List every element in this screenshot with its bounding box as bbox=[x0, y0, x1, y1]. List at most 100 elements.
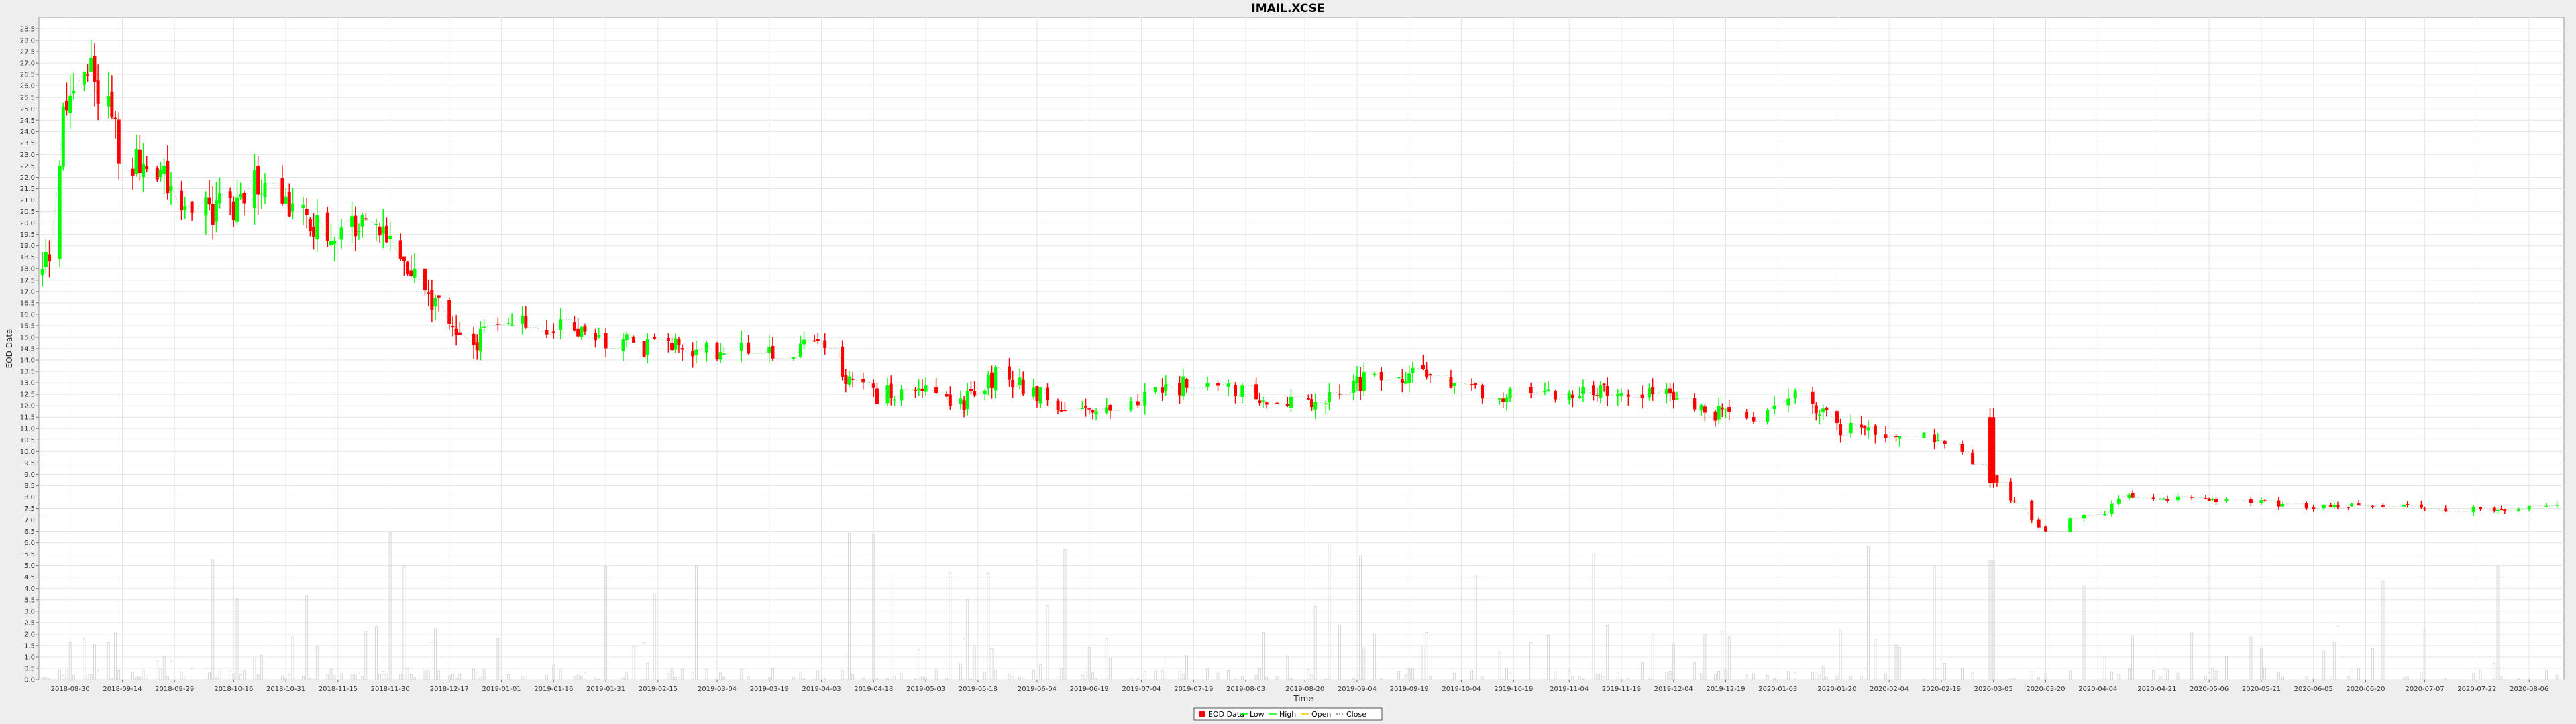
y-tick-label: 13.0 bbox=[20, 380, 35, 387]
candle bbox=[1849, 414, 1853, 438]
x-tick-label: 2019-04-18 bbox=[854, 686, 893, 693]
candle-body bbox=[718, 352, 722, 360]
candle-body bbox=[892, 399, 896, 401]
volume-bar bbox=[1898, 647, 1901, 680]
candle-body bbox=[1699, 404, 1703, 411]
candle-body bbox=[1091, 410, 1095, 413]
candle bbox=[1327, 383, 1331, 410]
volume-bar bbox=[41, 677, 44, 680]
candle bbox=[2555, 501, 2559, 509]
volume-bar bbox=[1554, 671, 1557, 680]
candle-body bbox=[475, 342, 479, 351]
candle-body bbox=[93, 55, 97, 82]
volume-bar bbox=[949, 572, 952, 680]
x-tick-label: 2020-03-20 bbox=[2026, 686, 2065, 693]
candle-body bbox=[1752, 417, 1756, 422]
candle-body bbox=[2544, 505, 2548, 507]
candle bbox=[1546, 381, 1550, 392]
legend-label: Open bbox=[1311, 710, 1331, 719]
candle bbox=[1884, 426, 1888, 443]
volume-bar bbox=[211, 559, 215, 680]
x-tick-label: 2019-07-04 bbox=[1122, 686, 1161, 693]
candle bbox=[1960, 440, 1964, 455]
candle-body bbox=[1289, 396, 1293, 408]
volume-bar bbox=[653, 593, 656, 680]
candle bbox=[2517, 507, 2521, 512]
candle bbox=[86, 64, 90, 82]
volume-bar bbox=[1794, 672, 1797, 680]
candle-body bbox=[2162, 499, 2166, 500]
legend-label: Low bbox=[1250, 710, 1265, 719]
candle-body bbox=[1766, 410, 1770, 422]
volume-bar bbox=[2225, 656, 2228, 680]
volume-bar bbox=[89, 674, 93, 680]
volume-bar bbox=[305, 595, 309, 680]
candle-body bbox=[364, 218, 368, 220]
candle-body bbox=[1835, 411, 1839, 424]
candle bbox=[632, 335, 636, 343]
candle-body bbox=[447, 300, 451, 324]
volume-bar bbox=[281, 675, 284, 680]
volume-bar bbox=[2347, 676, 2350, 680]
y-tick-label: 2.0 bbox=[24, 631, 35, 638]
candle-body bbox=[551, 331, 555, 333]
y-tick-label: 3.5 bbox=[24, 597, 35, 604]
candle-body bbox=[2304, 503, 2308, 509]
x-tick-label: 2019-08-03 bbox=[1226, 686, 1265, 693]
volume-bar bbox=[580, 676, 583, 680]
candle bbox=[559, 308, 563, 339]
volume-bar bbox=[1164, 656, 1167, 680]
candle bbox=[2347, 506, 2351, 510]
candle bbox=[1046, 383, 1050, 406]
volume-bar bbox=[1060, 668, 1063, 680]
volume-bar bbox=[2305, 676, 2308, 680]
candle bbox=[1699, 404, 1703, 416]
candle-body bbox=[747, 342, 751, 354]
volume-bar bbox=[890, 577, 893, 680]
candle bbox=[1995, 475, 1999, 487]
candle-body bbox=[423, 268, 427, 290]
candle bbox=[983, 389, 987, 401]
candle bbox=[1254, 377, 1258, 400]
candle bbox=[917, 379, 921, 396]
volume-bar bbox=[646, 662, 649, 680]
candle bbox=[1407, 365, 1411, 393]
candle-body bbox=[40, 269, 44, 276]
y-tick-label: 25.0 bbox=[20, 106, 35, 113]
candle-body bbox=[1108, 404, 1112, 411]
candle-body bbox=[2419, 504, 2423, 508]
candle bbox=[2204, 494, 2208, 499]
volume-bar bbox=[1818, 675, 1821, 680]
volume-bar bbox=[1815, 672, 1818, 680]
candle bbox=[211, 186, 215, 240]
volume-bar bbox=[584, 672, 586, 680]
candle-body bbox=[1581, 387, 1585, 394]
candle-body bbox=[969, 389, 973, 391]
candle bbox=[252, 154, 256, 225]
candle-body bbox=[1161, 387, 1165, 393]
candle bbox=[2190, 495, 2194, 501]
candle bbox=[2332, 503, 2337, 509]
candle bbox=[2381, 503, 2385, 508]
candle bbox=[231, 196, 235, 227]
candle-body bbox=[1605, 385, 1609, 396]
y-tick-label: 21.5 bbox=[20, 186, 35, 193]
candle-body bbox=[1543, 391, 1547, 393]
candle-body bbox=[239, 194, 243, 198]
candle bbox=[2500, 505, 2504, 511]
volume-bar bbox=[1571, 676, 1574, 680]
candle-body bbox=[496, 324, 500, 325]
candle-body bbox=[1153, 387, 1157, 392]
volume-bar bbox=[2159, 676, 2162, 680]
volume-bar bbox=[93, 644, 96, 680]
candle-body bbox=[89, 58, 93, 72]
volume-bar bbox=[364, 631, 368, 680]
candle bbox=[1185, 377, 1189, 393]
candle-body bbox=[1358, 377, 1362, 391]
volume-bar bbox=[1470, 669, 1473, 680]
candle-body bbox=[263, 183, 267, 198]
candle-body bbox=[1265, 402, 1269, 405]
candle bbox=[1379, 367, 1383, 391]
volume-bar bbox=[2332, 642, 2336, 680]
candle-body bbox=[384, 225, 388, 243]
